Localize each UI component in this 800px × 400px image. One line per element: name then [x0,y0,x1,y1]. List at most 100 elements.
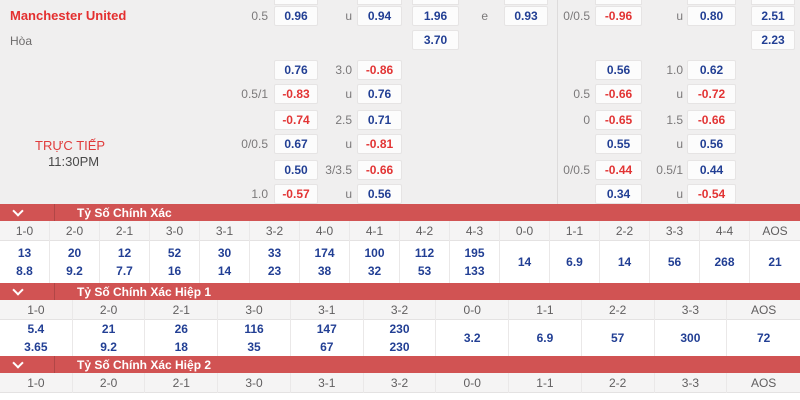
score-odds-cell[interactable]: 33 23 [250,241,299,283]
score-odds-cell[interactable]: 13 8.8 [0,241,49,283]
odds-value[interactable]: 230 [389,340,410,354]
odds-value[interactable]: 32 [367,264,382,278]
score-odds-cell[interactable]: 5.4 3.65 [0,320,72,356]
score-odds-cell[interactable]: 3.2 [436,320,509,356]
odds-value[interactable]: 21 [768,255,782,269]
odds-value[interactable]: 30 [217,246,232,260]
odds-value[interactable]: 9.2 [66,264,83,278]
odds-value[interactable]: 14 [517,255,532,269]
score-odds-cell[interactable]: 26 18 [145,320,218,356]
odds-value[interactable]: 3.2 [463,331,481,345]
odds-cell[interactable]: 0.55 [595,134,642,154]
odds-cell[interactable]: 3.70 [412,30,459,50]
odds-cell[interactable]: 0.71 [357,110,402,130]
score-odds-cell[interactable]: 57 [581,320,654,356]
odds-value[interactable]: 268 [714,255,735,269]
score-odds-cell[interactable]: 230 230 [363,320,436,356]
odds-value[interactable]: 195 [464,246,485,260]
odds-value[interactable]: 230 [389,322,410,336]
odds-cell[interactable]: -0.72 [687,84,736,104]
score-odds-cell[interactable]: 20 9.2 [50,241,99,283]
odds-cell[interactable]: -0.66 [357,160,402,180]
odds-cell[interactable]: 2.51 [751,6,795,26]
odds-value[interactable]: 14 [217,264,232,278]
odds-value[interactable]: 3.65 [24,340,48,354]
odds-value[interactable]: 72 [756,331,771,345]
odds-cell[interactable]: -0.57 [274,184,318,204]
score-odds-cell[interactable]: 6.9 [550,241,599,283]
odds-value[interactable]: 67 [320,340,334,354]
odds-cell[interactable]: 0.76 [274,60,318,80]
odds-value[interactable]: 8.8 [16,264,33,278]
odds-cell[interactable]: 2.23 [751,30,795,50]
odds-cell[interactable]: 0.50 [274,160,318,180]
odds-cell[interactable]: 0.93 [504,6,548,26]
odds-cell[interactable]: 0.76 [357,84,402,104]
odds-cell[interactable]: -0.83 [274,84,318,104]
odds-value[interactable]: 5.4 [27,322,45,336]
score-odds-cell[interactable]: 174 38 [300,241,349,283]
odds-cell[interactable]: -0.54 [687,184,736,204]
odds-value[interactable]: 53 [417,264,432,278]
odds-cell[interactable]: -0.65 [595,110,642,130]
odds-cell[interactable]: 0.80 [687,6,736,26]
odds-value[interactable]: 6.9 [566,255,583,269]
odds-value[interactable]: 57 [610,331,625,345]
score-odds-cell[interactable]: 14 [500,241,549,283]
score-odds-cell[interactable]: 268 [700,241,749,283]
score-odds-cell[interactable]: 21 [750,241,800,283]
odds-cell[interactable]: 0.94 [357,6,402,26]
odds-value[interactable]: 56 [667,255,682,269]
section-header[interactable]: Tỷ Số Chính Xác [0,204,800,221]
score-odds-cell[interactable]: 6.9 [509,320,581,356]
odds-value[interactable]: 12 [117,246,132,260]
odds-value[interactable]: 21 [101,322,116,336]
score-odds-cell[interactable]: 300 [654,320,727,356]
odds-cell[interactable]: -0.96 [595,6,642,26]
score-odds-cell[interactable]: 30 14 [200,241,249,283]
odds-cell[interactable]: 0.56 [595,60,642,80]
odds-value[interactable]: 13 [17,246,32,260]
score-odds-cell[interactable]: 52 16 [150,241,199,283]
odds-value[interactable]: 300 [680,331,701,345]
score-odds-cell[interactable]: 195 133 [450,241,499,283]
odds-value[interactable]: 14 [617,255,632,269]
odds-value[interactable]: 133 [464,264,485,278]
score-odds-cell[interactable]: 100 32 [350,241,399,283]
score-odds-cell[interactable]: 72 [727,320,800,356]
odds-value[interactable]: 7.7 [116,264,133,278]
score-odds-cell[interactable]: 147 67 [290,320,363,356]
section-header[interactable]: Tỷ Số Chính Xác Hiệp 2 [0,356,800,373]
odds-cell[interactable]: 0.44 [687,160,736,180]
score-odds-cell[interactable]: 21 9.2 [72,320,145,356]
collapse-button[interactable] [0,356,55,373]
odds-cell[interactable]: 0.34 [595,184,642,204]
odds-cell[interactable]: 0.56 [687,134,736,154]
odds-value[interactable]: 52 [167,246,182,260]
odds-value[interactable]: 38 [317,264,332,278]
odds-cell[interactable]: -0.74 [274,110,318,130]
score-odds-cell[interactable]: 112 53 [400,241,449,283]
score-odds-cell[interactable]: 12 7.7 [100,241,149,283]
collapse-button[interactable] [0,204,55,221]
odds-cell[interactable]: 0.96 [274,6,318,26]
odds-cell[interactable]: -0.66 [595,84,642,104]
odds-cell[interactable]: 0.67 [274,134,318,154]
odds-value[interactable]: 26 [174,322,188,336]
odds-value[interactable]: 20 [67,246,82,260]
section-header[interactable]: Tỷ Số Chính Xác Hiệp 1 [0,283,800,300]
odds-value[interactable]: 33 [267,246,282,260]
odds-cell[interactable]: -0.86 [357,60,402,80]
score-odds-cell[interactable]: 116 35 [218,320,290,356]
odds-cell[interactable]: -0.81 [357,134,402,154]
score-odds-cell[interactable]: 14 [600,241,649,283]
odds-value[interactable]: 147 [316,322,337,336]
odds-value[interactable]: 16 [167,264,182,278]
odds-cell[interactable]: -0.66 [687,110,736,130]
odds-value[interactable]: 112 [414,246,435,260]
odds-cell[interactable]: -0.44 [595,160,642,180]
odds-value[interactable]: 23 [267,264,282,278]
odds-value[interactable]: 18 [174,340,188,354]
odds-cell[interactable]: 0.56 [357,184,402,204]
odds-value[interactable]: 35 [247,340,261,354]
